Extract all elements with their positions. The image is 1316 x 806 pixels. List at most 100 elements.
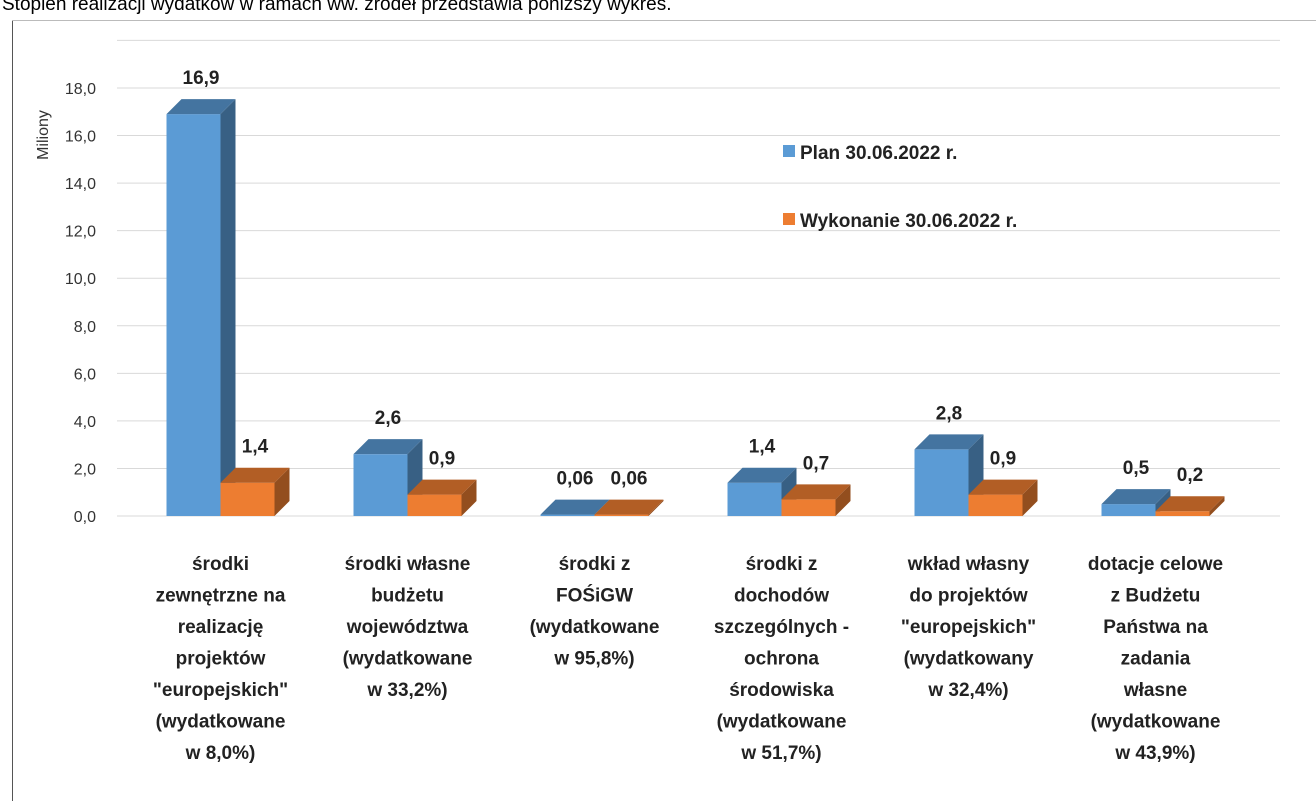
caption: Stopień realizacji wydatków w ramach ww.… [2, 0, 671, 15]
y-axis-label: Miliony [35, 110, 52, 160]
bar-top [166, 99, 236, 115]
x-tick-label: zewnętrzne na [156, 586, 286, 607]
x-tick-label: realizację [178, 617, 264, 638]
y-tick-label: 10,0 [65, 271, 96, 288]
bar [353, 439, 423, 516]
bar [407, 479, 477, 516]
value-label: 0,5 [1123, 458, 1150, 479]
bar-front [727, 482, 782, 516]
x-tick-label: w 95,8%) [553, 649, 634, 670]
x-tick-label: wkład własny [907, 554, 1030, 575]
value-label: 1,4 [242, 437, 269, 458]
bar-side [220, 99, 236, 517]
bar-front [968, 494, 1023, 516]
x-tick-label: szczególnych - [714, 617, 849, 638]
bar-front [594, 514, 649, 516]
legend-label: Wykonanie 30.06.2022 r. [800, 211, 1017, 232]
x-tick-label: (wydatkowane [1091, 712, 1221, 733]
bar-top [1155, 496, 1225, 512]
x-tick-label: do projektów [909, 586, 1027, 607]
y-tick-label: 14,0 [65, 176, 96, 193]
x-tick-label: (wydatkowane [156, 712, 286, 733]
bar-front [220, 482, 275, 516]
bar-top [407, 479, 477, 495]
x-tick-label: budżetu [371, 586, 444, 607]
bar-front [781, 499, 836, 516]
bar-top [914, 434, 984, 450]
value-label: 0,2 [1177, 465, 1203, 486]
value-label: 2,6 [375, 408, 401, 429]
value-label: 0,06 [611, 469, 648, 490]
y-tick-label: 4,0 [74, 414, 96, 431]
y-tick-label: 2,0 [74, 461, 96, 478]
value-label: 0,7 [803, 453, 829, 474]
bar-top [540, 499, 610, 515]
bar-side [1209, 496, 1225, 516]
bar-front [914, 449, 969, 516]
x-tick-label: (wydatkowane [717, 712, 847, 733]
x-tick-label: w 32,4%) [927, 680, 1008, 701]
bar [1155, 496, 1225, 516]
legend-swatch [783, 213, 795, 225]
bar-top [220, 467, 290, 483]
bar-front [1155, 511, 1210, 516]
x-tick-label: "europejskich" [153, 680, 288, 701]
bar-top [968, 479, 1038, 495]
x-tick-label: (wydatkowane [530, 617, 660, 638]
x-tick-label: województwa [346, 617, 469, 638]
x-tick-label: środki z [746, 554, 818, 575]
x-tick-label: projektów [176, 649, 266, 670]
x-tick-label: w 43,9%) [1114, 743, 1195, 764]
x-tick-label: ochrona [744, 649, 819, 670]
bar-side [1022, 479, 1038, 516]
bar-top [594, 499, 664, 515]
bar-top [353, 439, 423, 455]
bar-front [166, 114, 221, 517]
bar [968, 479, 1038, 516]
bar [166, 99, 236, 517]
y-tick-label: 12,0 [65, 224, 96, 241]
bar-side [274, 467, 290, 516]
x-tick-label: (wydatkowany [904, 649, 1034, 670]
bar [594, 499, 664, 516]
y-tick-label: 6,0 [74, 366, 96, 383]
bar-top [781, 484, 851, 500]
y-tick-label: 8,0 [74, 319, 96, 336]
value-label: 1,4 [749, 437, 776, 458]
x-tick-label: zadania [1121, 649, 1191, 670]
bar-front [353, 454, 408, 516]
x-tick-label: dochodów [734, 586, 829, 607]
x-tick-label: środowiska [729, 680, 834, 701]
value-label: 0,9 [990, 449, 1016, 470]
bar-front [407, 494, 462, 516]
x-tick-label: Państwa na [1103, 617, 1208, 638]
legend-swatch [783, 145, 795, 157]
legend-label: Plan 30.06.2022 r. [800, 143, 957, 164]
value-label: 0,9 [429, 449, 455, 470]
y-tick-label: 18,0 [65, 81, 96, 98]
bar-front [540, 514, 595, 516]
x-tick-label: środki [192, 554, 249, 575]
x-tick-label: FOŚiGW [556, 585, 633, 607]
x-tick-label: w 51,7%) [740, 743, 821, 764]
bar-side [648, 499, 664, 516]
x-tick-label: w 8,0%) [185, 743, 256, 764]
x-tick-label: środki z [559, 554, 631, 575]
x-tick-label: środki własne [345, 554, 471, 575]
bar-side [835, 484, 851, 516]
bar-top [727, 467, 797, 483]
x-tick-label: dotacje celowe [1088, 554, 1223, 575]
bar-side [461, 479, 477, 516]
x-tick-label: z Budżetu [1111, 586, 1201, 607]
x-tick-label: własne [1123, 680, 1187, 701]
value-label: 0,06 [557, 469, 594, 490]
bar-top [1101, 489, 1171, 505]
bar [220, 467, 290, 516]
x-tick-label: (wydatkowane [343, 649, 473, 670]
value-label: 16,9 [183, 68, 220, 89]
bar-front [1101, 504, 1156, 516]
y-tick-label: 16,0 [65, 129, 96, 146]
bar [781, 484, 851, 516]
x-tick-label: "europejskich" [901, 617, 1036, 638]
